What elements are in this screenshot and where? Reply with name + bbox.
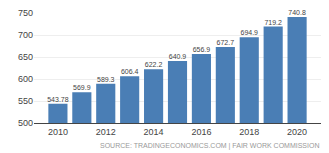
svg-text:SOURCE: TRADINGECONOMICS.COM |: SOURCE: TRADINGECONOMICS.COM | FAIR WORK… — [100, 142, 319, 150]
svg-text:2012: 2012 — [96, 127, 116, 137]
svg-text:740.8: 740.8 — [288, 9, 306, 16]
svg-text:2014: 2014 — [144, 127, 164, 137]
svg-text:589.3: 589.3 — [97, 76, 115, 83]
svg-text:543.78: 543.78 — [47, 96, 69, 103]
svg-text:650: 650 — [18, 52, 33, 62]
svg-text:656.9: 656.9 — [193, 46, 211, 53]
svg-text:606.4: 606.4 — [121, 68, 139, 75]
svg-text:640.9: 640.9 — [169, 53, 187, 60]
svg-text:600: 600 — [18, 74, 33, 84]
svg-text:622.2: 622.2 — [145, 61, 163, 68]
svg-text:672.7: 672.7 — [217, 39, 235, 46]
svg-text:750: 750 — [18, 8, 33, 18]
svg-text:569.9: 569.9 — [73, 84, 91, 91]
svg-text:2020: 2020 — [287, 127, 307, 137]
svg-text:2010: 2010 — [48, 127, 68, 137]
svg-text:2016: 2016 — [191, 127, 211, 137]
svg-text:500: 500 — [18, 118, 33, 128]
svg-text:700: 700 — [18, 30, 33, 40]
svg-text:694.9: 694.9 — [240, 29, 258, 36]
svg-text:550: 550 — [18, 96, 33, 106]
svg-text:719.2: 719.2 — [264, 19, 282, 26]
svg-text:2018: 2018 — [239, 127, 259, 137]
